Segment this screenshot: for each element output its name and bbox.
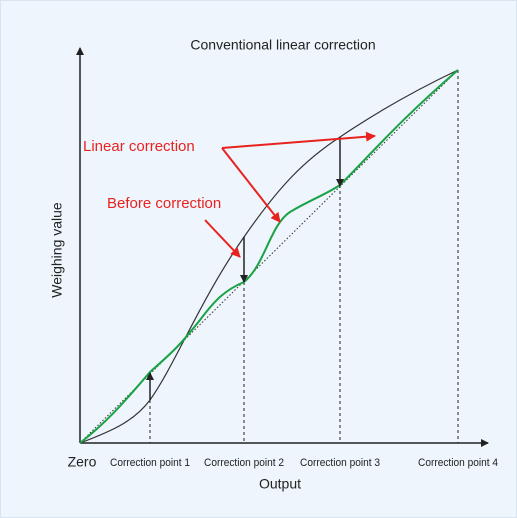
title: Conventional linear correction bbox=[190, 37, 375, 53]
correction-labels: Correction point 1 Correction point 2 Co… bbox=[110, 457, 498, 469]
correction-label: Correction point 1 bbox=[110, 457, 190, 469]
correction-guides bbox=[149, 70, 459, 443]
annotation: Before correction bbox=[107, 195, 221, 212]
annotation-arrow bbox=[221, 147, 281, 223]
correction-label: Correction point 2 bbox=[204, 457, 284, 469]
annotation-arrow bbox=[204, 219, 241, 258]
x-axis-label: Output bbox=[259, 476, 301, 492]
origin-label: Zero bbox=[68, 454, 97, 470]
annotation: Linear correction bbox=[83, 138, 195, 155]
correction-label: Correction point 3 bbox=[300, 457, 380, 469]
correction-label: Correction point 4 bbox=[418, 457, 498, 469]
annotation-arrow bbox=[221, 131, 376, 149]
y-axis-label: Weighing value bbox=[49, 202, 65, 298]
